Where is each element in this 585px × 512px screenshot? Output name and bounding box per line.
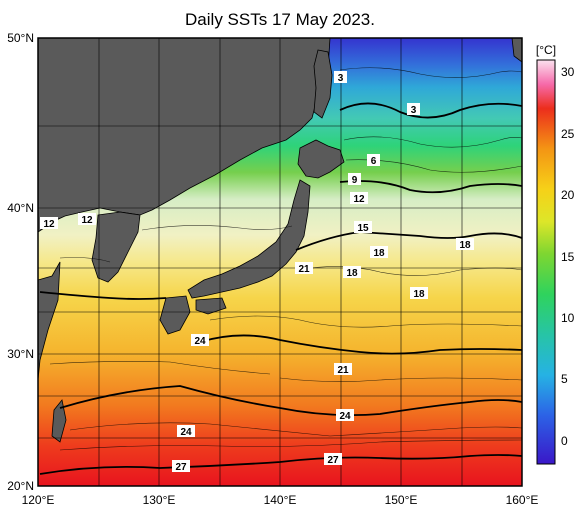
svg-text:21: 21 <box>337 365 349 376</box>
colorbar-tick: 25 <box>561 127 575 141</box>
colorbar-tick: 30 <box>561 65 575 79</box>
contour-label: 21 <box>295 262 313 275</box>
svg-text:27: 27 <box>327 455 339 466</box>
svg-text:21: 21 <box>298 264 310 275</box>
contour-label: 24 <box>177 425 195 438</box>
colorbar: [°C] 30 25 20 15 10 5 0 <box>536 43 575 465</box>
svg-text:18: 18 <box>413 289 425 300</box>
contour-label: 12 <box>40 217 58 230</box>
svg-text:9: 9 <box>352 175 358 186</box>
colorbar-tick: 20 <box>561 188 575 202</box>
lon-label-160e: 160°E <box>506 493 539 507</box>
land-korea <box>91 211 141 283</box>
longitude-labels: 120°E 130°E 140°E 150°E 160°E <box>22 493 539 507</box>
graticule <box>38 38 522 486</box>
colorbar-tick: 10 <box>561 311 575 325</box>
lon-label-130e: 130°E <box>143 493 176 507</box>
contour-label: 27 <box>172 460 190 473</box>
contour-label: 3 <box>407 103 420 116</box>
latitude-labels: 50°N 40°N 30°N 20°N <box>7 31 34 493</box>
land-kamchatka <box>511 38 522 63</box>
colorbar-tick: 15 <box>561 250 575 264</box>
contour-label: 6 <box>367 154 380 167</box>
contour-label: 18 <box>370 246 388 259</box>
svg-text:18: 18 <box>459 240 471 251</box>
colorbar-tick: 0 <box>561 434 568 448</box>
svg-text:18: 18 <box>346 268 358 279</box>
contour-label: 9 <box>348 173 361 186</box>
svg-text:3: 3 <box>411 105 417 116</box>
colorbar-scale <box>536 59 556 465</box>
contour-label: 12 <box>350 192 368 205</box>
lon-label-120e: 120°E <box>22 493 55 507</box>
contour-labels: 3 3 6 9 12 12 12 15 18 18 18 18 21 21 24… <box>40 71 474 473</box>
land-hokkaido <box>297 139 345 179</box>
lon-label-150e: 150°E <box>385 493 418 507</box>
contour-label: 21 <box>334 363 352 376</box>
svg-text:24: 24 <box>194 336 206 347</box>
contour-label: 15 <box>354 221 372 234</box>
contour-label: 12 <box>78 213 96 226</box>
svg-text:24: 24 <box>339 411 351 422</box>
svg-text:24: 24 <box>180 427 192 438</box>
svg-text:6: 6 <box>371 156 377 167</box>
lat-label-40n: 40°N <box>7 201 34 215</box>
bold-isotherms <box>39 102 522 475</box>
svg-text:12: 12 <box>81 215 93 226</box>
svg-text:3: 3 <box>338 73 344 84</box>
contour-label: 27 <box>324 453 342 466</box>
map-title: Daily SSTs 17 May 2023. <box>185 10 375 29</box>
land-sakhalin <box>313 49 333 119</box>
svg-text:12: 12 <box>353 194 365 205</box>
contour-label: 24 <box>191 334 209 347</box>
land-taiwan <box>51 399 67 443</box>
svg-text:12: 12 <box>43 219 55 230</box>
map-frame <box>37 37 523 487</box>
land-shikoku <box>195 297 227 315</box>
lon-label-140e: 140°E <box>264 493 297 507</box>
colorbar-unit: [°C] <box>536 43 556 57</box>
contour-label: 24 <box>336 409 354 422</box>
lat-label-20n: 20°N <box>7 479 34 493</box>
contour-label: 18 <box>410 287 428 300</box>
lat-label-50n: 50°N <box>7 31 34 45</box>
land-kyushu <box>159 295 191 335</box>
svg-text:27: 27 <box>175 462 187 473</box>
land-honshu <box>187 179 311 299</box>
contour-label: 18 <box>343 266 361 279</box>
lat-label-30n: 30°N <box>7 347 34 361</box>
svg-text:18: 18 <box>373 248 385 259</box>
colorbar-tick: 5 <box>561 372 568 386</box>
svg-text:15: 15 <box>357 223 369 234</box>
contour-label: 3 <box>334 71 347 84</box>
contour-label: 18 <box>456 238 474 251</box>
